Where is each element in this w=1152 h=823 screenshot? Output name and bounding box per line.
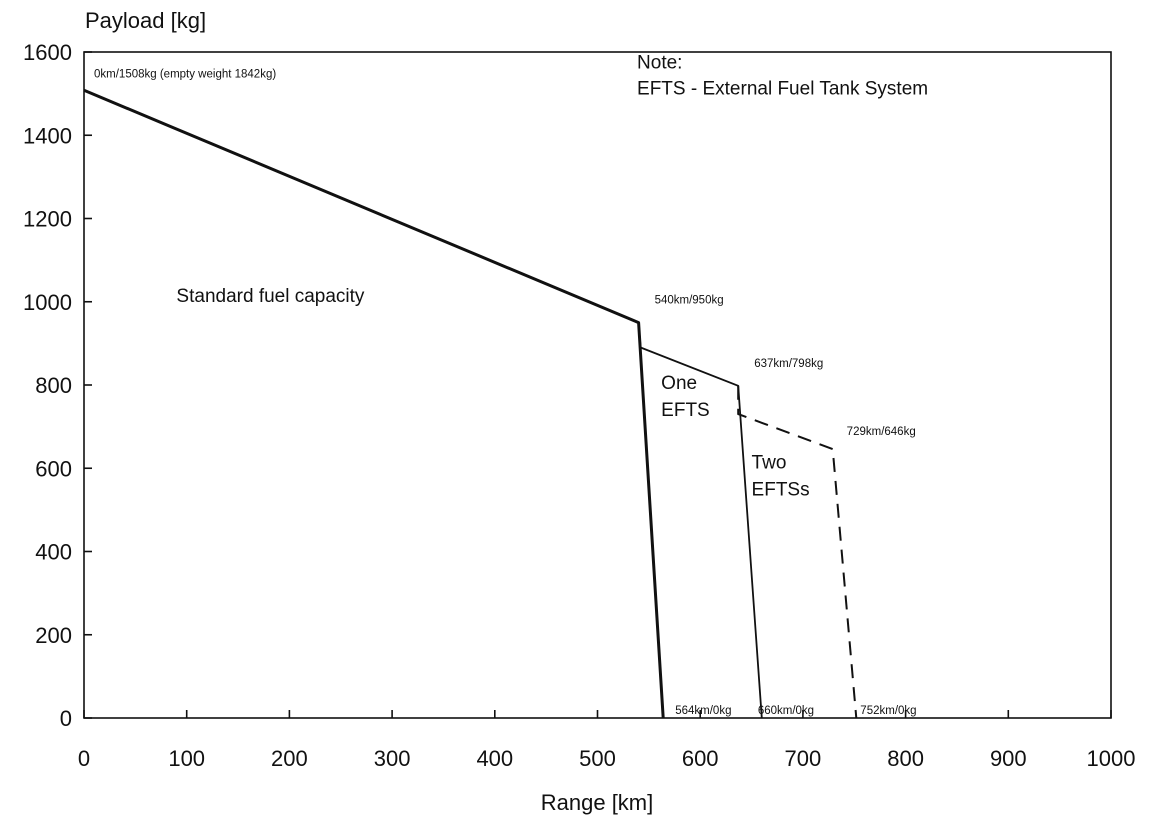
y-tick-label: 600	[35, 456, 72, 481]
plot-frame	[83, 51, 1112, 719]
x-axis-title: Range [km]	[541, 790, 654, 815]
y-tick-label: 400	[35, 540, 72, 565]
region-label-line: Two	[752, 452, 787, 473]
point-label: 540km/950kg	[655, 295, 724, 307]
note-line: EFTS - External Fuel Tank System	[637, 79, 928, 100]
x-tick-label: 700	[785, 746, 822, 771]
series-line-3	[737, 385, 858, 719]
y-tick-label: 200	[35, 623, 72, 648]
y-tick-label: 1000	[23, 290, 72, 315]
point-label: 752km/0kg	[860, 705, 916, 717]
point-label: 660km/0kg	[758, 705, 814, 717]
x-tick-label: 200	[271, 746, 308, 771]
region-label: One EFTS	[661, 373, 710, 421]
y-tick-label: 1600	[23, 40, 72, 65]
x-tick-label: 500	[579, 746, 616, 771]
x-tick-label: 900	[990, 746, 1027, 771]
note-line: Note:	[637, 53, 682, 74]
point-label: 637km/798kg	[754, 358, 823, 370]
series-line-1	[83, 88, 665, 719]
point-label: 0km/1508kg (empty weight 1842kg)	[94, 68, 276, 80]
region-label-line: EFTSs	[752, 479, 810, 500]
x-tick-label: 400	[476, 746, 513, 771]
x-tick-label: 1000	[1087, 746, 1136, 771]
x-tick-label: 0	[78, 746, 90, 771]
region-label-line: One	[661, 373, 697, 394]
y-axis-title: Payload [kg]	[85, 8, 206, 33]
series-line-2	[637, 322, 763, 719]
x-tick-label: 300	[374, 746, 411, 771]
y-tick-label: 800	[35, 373, 72, 398]
point-label: 729km/646kg	[847, 426, 916, 438]
region-label-line: Standard fuel capacity	[176, 286, 365, 307]
x-tick-label: 800	[887, 746, 924, 771]
note-text: Note: EFTS - External Fuel Tank System	[637, 53, 928, 100]
region-label: Two EFTSs	[752, 452, 810, 500]
y-tick-label: 1400	[23, 123, 72, 148]
x-tick-label: 600	[682, 746, 719, 771]
y-tick-label: 0	[60, 706, 72, 731]
y-tick-label: 1200	[23, 207, 72, 232]
point-label: 564km/0kg	[675, 705, 731, 717]
x-tick-label: 100	[168, 746, 205, 771]
region-label-line: EFTS	[661, 400, 710, 421]
region-label: Standard fuel capacity	[176, 286, 365, 307]
